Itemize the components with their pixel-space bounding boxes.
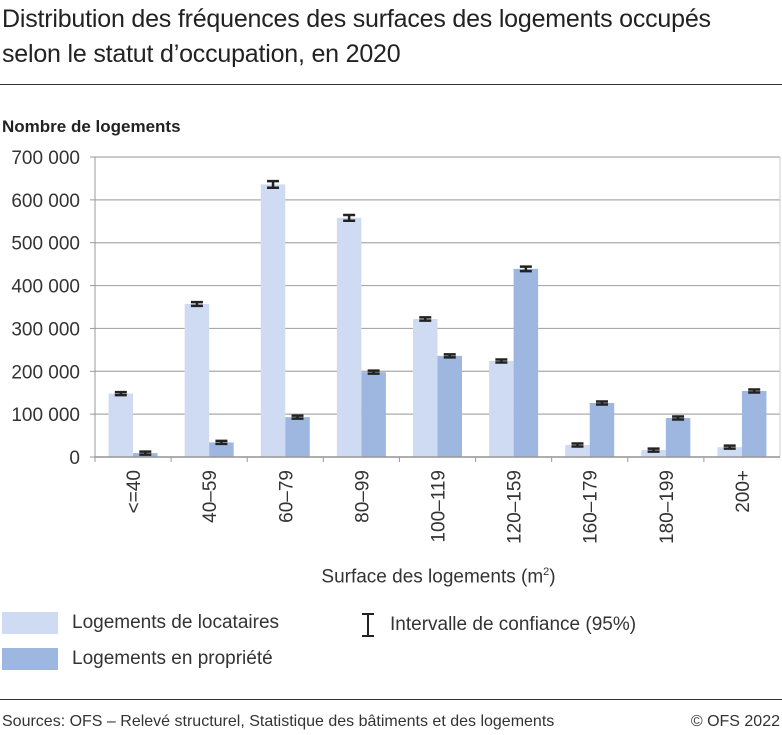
error-bar bbox=[443, 353, 456, 359]
legend-swatch bbox=[2, 648, 58, 670]
source-note: Sources: OFS – Relevé structurel, Statis… bbox=[2, 713, 555, 730]
error-bar bbox=[367, 369, 380, 375]
error-bar bbox=[291, 414, 304, 420]
error-bar bbox=[723, 444, 736, 450]
x-tick-label: 40–59 bbox=[200, 470, 221, 523]
error-bar bbox=[114, 390, 127, 397]
x-axis-label: Surface des logements (m2) bbox=[0, 566, 782, 588]
legend-swatch bbox=[2, 612, 58, 634]
bar bbox=[589, 403, 615, 457]
x-axis-label-end: ) bbox=[549, 566, 556, 588]
x-tick-label: 120–159 bbox=[505, 470, 526, 544]
y-tick-label: 700 000 bbox=[11, 148, 80, 169]
error-bar bbox=[343, 213, 356, 222]
x-tick-label: 60–79 bbox=[276, 470, 297, 523]
x-tick-label: <=40 bbox=[124, 470, 145, 513]
copyright: © OFS 2022 bbox=[690, 713, 780, 730]
chart-title: Distribution des fréquences des surfaces… bbox=[2, 5, 711, 68]
y-tick-label: 400 000 bbox=[11, 277, 80, 298]
y-tick-label: 200 000 bbox=[11, 362, 80, 383]
y-tick-label: 100 000 bbox=[11, 405, 80, 426]
error-bar bbox=[748, 388, 761, 394]
legend-item-propriete: Logements en propriété bbox=[2, 648, 273, 670]
x-tick-label: 180–199 bbox=[657, 470, 678, 544]
bar bbox=[184, 304, 210, 457]
x-tick-label: 160–179 bbox=[581, 470, 602, 544]
bar bbox=[260, 184, 286, 457]
error-bar bbox=[647, 447, 660, 453]
error-bar bbox=[190, 300, 203, 308]
x-tick-label: 200+ bbox=[733, 470, 754, 513]
bar bbox=[209, 442, 234, 457]
error-bar bbox=[672, 415, 685, 421]
bar bbox=[513, 268, 539, 457]
x-tick-label: 80–99 bbox=[352, 470, 373, 523]
legend-item-locataires: Logements de locataires bbox=[2, 612, 279, 634]
error-bar bbox=[571, 442, 584, 448]
error-bar bbox=[215, 439, 228, 446]
y-tick-label: 500 000 bbox=[11, 234, 80, 255]
error-bar bbox=[139, 450, 152, 456]
bar bbox=[665, 418, 691, 457]
y-axis-label: Nombre de logements bbox=[2, 117, 181, 136]
x-axis-label-sup: 2 bbox=[543, 566, 550, 578]
bar bbox=[108, 393, 134, 457]
bar bbox=[285, 417, 310, 457]
bar bbox=[717, 447, 742, 457]
bar bbox=[336, 217, 362, 457]
y-tick-label: 300 000 bbox=[11, 319, 80, 340]
bar bbox=[565, 445, 590, 457]
bar bbox=[641, 450, 666, 457]
bar bbox=[361, 372, 386, 457]
legend-label: Logements en propriété bbox=[72, 648, 273, 669]
error-bar-icon bbox=[362, 613, 374, 637]
legend-label: Intervalle de confiance (95%) bbox=[390, 614, 637, 635]
bar bbox=[413, 319, 438, 457]
error-bar bbox=[519, 265, 532, 273]
title-divider bbox=[0, 84, 782, 85]
bar bbox=[741, 391, 767, 457]
footer-divider bbox=[0, 699, 782, 700]
legend-label: Logements de locataires bbox=[72, 612, 280, 633]
bar bbox=[437, 355, 462, 457]
y-tick-label: 600 000 bbox=[11, 191, 80, 212]
x-tick-label: 100–119 bbox=[429, 470, 450, 543]
error-bar bbox=[419, 316, 432, 322]
bar bbox=[489, 361, 514, 457]
legend-item-error-bar: Intervalle de confiance (95%) bbox=[356, 612, 636, 638]
error-bar bbox=[495, 358, 508, 364]
x-axis-label-text: Surface des logements (m bbox=[321, 566, 544, 588]
error-bar bbox=[267, 179, 280, 189]
y-tick-label: 0 bbox=[69, 448, 80, 469]
error-bar bbox=[595, 400, 608, 406]
